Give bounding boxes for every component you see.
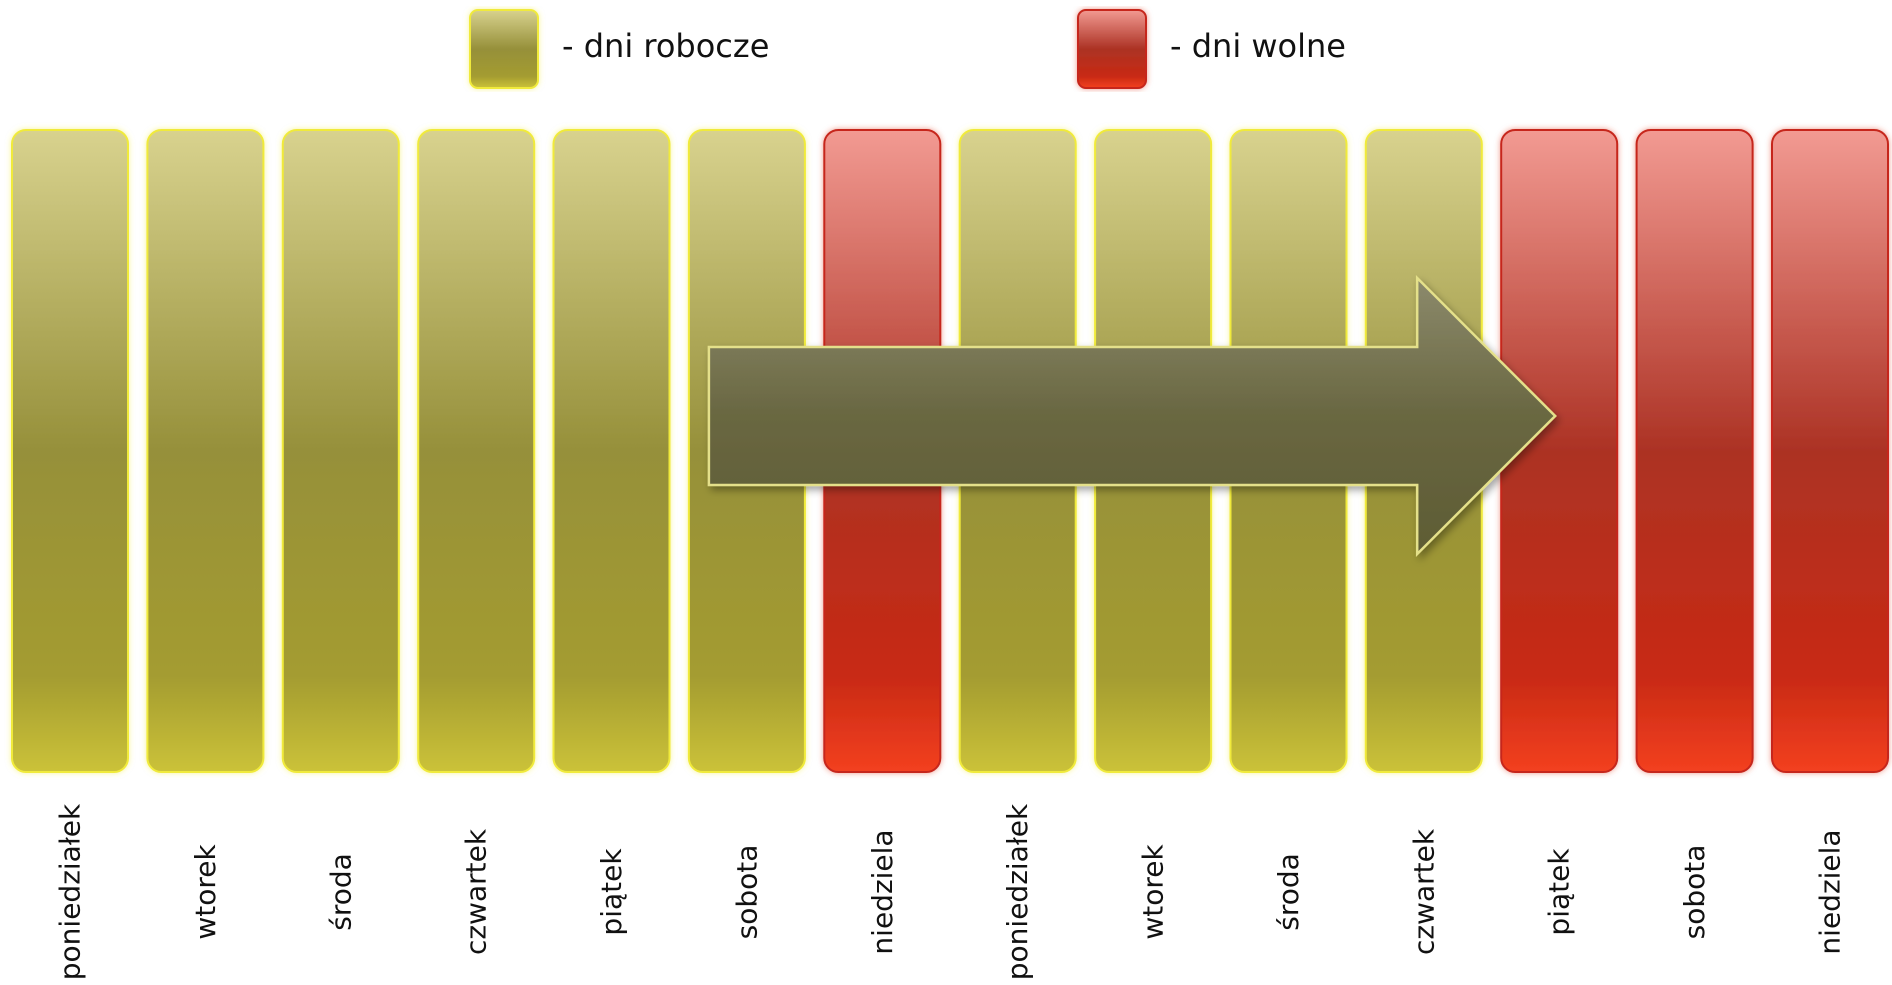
day-label-11: czwartek	[1407, 828, 1440, 955]
day-bar-14	[1771, 129, 1889, 773]
legend-swatch-free	[1077, 9, 1147, 89]
day-label-10: środa	[1272, 853, 1305, 931]
shift-arrow-group	[707, 274, 1557, 558]
day-label-3: środa	[324, 853, 357, 931]
day-label-8: poniedziałek	[1001, 803, 1034, 980]
legend-swatch-work	[469, 9, 539, 89]
day-label-1: poniedziałek	[54, 803, 87, 980]
day-bar-13	[1635, 129, 1754, 773]
legend-label-free: - dni wolne	[1170, 27, 1346, 65]
day-label-12: piątek	[1543, 848, 1576, 936]
legend: - dni robocze - dni wolne	[469, 9, 1346, 89]
day-label-2: wtorek	[189, 844, 222, 940]
day-labels: poniedziałek wtorek środa czwartek piątek sob…	[54, 803, 1847, 980]
day-label-9: wtorek	[1137, 844, 1170, 940]
legend-label-work: - dni robocze	[562, 27, 769, 65]
day-label-7: niedziela	[866, 829, 899, 954]
day-label-5: piątek	[595, 848, 628, 936]
day-bar-3	[281, 129, 400, 773]
day-bar-5	[552, 129, 671, 773]
day-bar-2	[146, 129, 265, 773]
day-bar-4	[417, 129, 536, 773]
day-label-13: sobota	[1678, 845, 1711, 940]
day-label-14: niedziela	[1814, 829, 1847, 954]
day-bar-1	[11, 129, 129, 773]
day-label-4: czwartek	[460, 828, 493, 955]
shift-arrow	[707, 274, 1557, 558]
day-label-6: sobota	[730, 845, 763, 940]
